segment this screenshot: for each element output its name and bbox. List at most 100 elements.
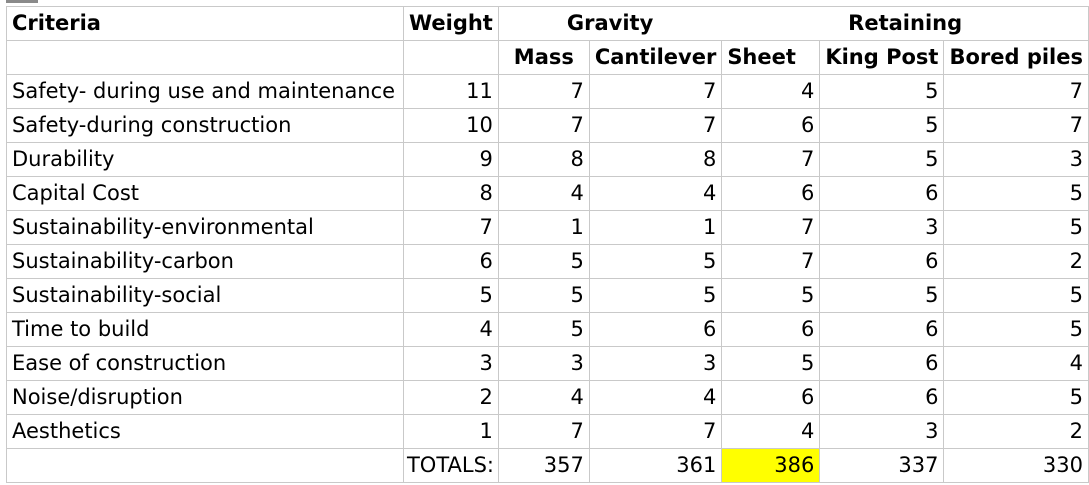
- king-post-cell[interactable]: 5: [819, 108, 945, 143]
- weight-header[interactable]: Weight: [402, 6, 499, 41]
- criteria-cell[interactable]: Sustainability-carbon: [6, 244, 404, 279]
- bored-piles-cell[interactable]: 2: [943, 414, 1089, 449]
- sheet-cell[interactable]: 6: [721, 108, 821, 143]
- weight-cell[interactable]: 2: [402, 380, 499, 415]
- mass-header[interactable]: Mass: [497, 40, 590, 75]
- total-king-post[interactable]: 337: [819, 448, 945, 483]
- sheet-cell[interactable]: 7: [721, 142, 821, 177]
- sheet-cell[interactable]: 5: [721, 278, 821, 313]
- criteria-cell[interactable]: Sustainability-environmental: [6, 210, 404, 245]
- mass-cell[interactable]: 3: [497, 346, 590, 381]
- cantilever-cell[interactable]: 7: [588, 74, 723, 109]
- king-post-cell[interactable]: 6: [819, 346, 945, 381]
- weight-cell[interactable]: 10: [402, 108, 499, 143]
- weight-cell[interactable]: 8: [402, 176, 499, 211]
- total-mass[interactable]: 357: [497, 448, 590, 483]
- criteria-cell[interactable]: Durability: [6, 142, 404, 177]
- king-post-cell[interactable]: 5: [819, 142, 945, 177]
- cantilever-cell[interactable]: 4: [588, 176, 723, 211]
- table-row: Sustainability-social 5 5 5 5 5 5: [6, 278, 1089, 313]
- totals-label[interactable]: TOTALS:: [402, 448, 499, 483]
- king-post-cell[interactable]: 6: [819, 380, 945, 415]
- mass-cell[interactable]: 5: [497, 244, 590, 279]
- sheet-cell[interactable]: 6: [721, 176, 821, 211]
- sheet-cell[interactable]: 4: [721, 414, 821, 449]
- weight-cell[interactable]: 1: [402, 414, 499, 449]
- table-row: Noise/disruption 2 4 4 6 6 5: [6, 380, 1089, 415]
- bored-piles-cell[interactable]: 5: [943, 176, 1089, 211]
- sheet-cell[interactable]: 6: [721, 380, 821, 415]
- bored-piles-cell[interactable]: 5: [943, 312, 1089, 347]
- total-bored-piles[interactable]: 330: [943, 448, 1089, 483]
- king-post-cell[interactable]: 3: [819, 414, 945, 449]
- weight-cell[interactable]: 3: [402, 346, 499, 381]
- weight-cell[interactable]: 7: [402, 210, 499, 245]
- sheet-cell[interactable]: 4: [721, 74, 821, 109]
- king-post-cell[interactable]: 6: [819, 244, 945, 279]
- bored-piles-cell[interactable]: 3: [943, 142, 1089, 177]
- mass-cell[interactable]: 7: [497, 414, 590, 449]
- bored-piles-cell[interactable]: 5: [943, 380, 1089, 415]
- sheet-cell[interactable]: 6: [721, 312, 821, 347]
- retaining-group-header[interactable]: Retaining: [721, 6, 1089, 41]
- mass-cell[interactable]: 1: [497, 210, 590, 245]
- cantilever-cell[interactable]: 6: [588, 312, 723, 347]
- king-post-cell[interactable]: 6: [819, 176, 945, 211]
- gravity-group-header[interactable]: Gravity: [497, 6, 722, 41]
- mass-cell[interactable]: 5: [497, 312, 590, 347]
- header-row-groups: Criteria Weight Gravity Retaining: [6, 6, 1089, 41]
- empty-cell[interactable]: [402, 40, 499, 75]
- total-sheet[interactable]: 386: [721, 448, 821, 483]
- bored-piles-cell[interactable]: 7: [943, 108, 1089, 143]
- criteria-cell[interactable]: Capital Cost: [6, 176, 404, 211]
- weight-cell[interactable]: 5: [402, 278, 499, 313]
- weight-cell[interactable]: 6: [402, 244, 499, 279]
- empty-cell[interactable]: [6, 448, 404, 483]
- criteria-cell[interactable]: Time to build: [6, 312, 404, 347]
- cantilever-cell[interactable]: 1: [588, 210, 723, 245]
- bored-piles-cell[interactable]: 5: [943, 210, 1089, 245]
- bored-piles-header[interactable]: Bored piles: [943, 40, 1089, 75]
- empty-cell[interactable]: [6, 40, 404, 75]
- sheet-cell[interactable]: 5: [721, 346, 821, 381]
- criteria-header[interactable]: Criteria: [6, 6, 404, 41]
- table-row: Durability 9 8 8 7 5 3: [6, 142, 1089, 177]
- weight-cell[interactable]: 9: [402, 142, 499, 177]
- mass-cell[interactable]: 5: [497, 278, 590, 313]
- criteria-cell[interactable]: Ease of construction: [6, 346, 404, 381]
- criteria-cell[interactable]: Noise/disruption: [6, 380, 404, 415]
- sheet-cell[interactable]: 7: [721, 244, 821, 279]
- cantilever-cell[interactable]: 5: [588, 244, 723, 279]
- weight-cell[interactable]: 11: [402, 74, 499, 109]
- mass-cell[interactable]: 4: [497, 380, 590, 415]
- table-row: Safety- during use and maintenance 11 7 7 4 5…: [6, 74, 1089, 109]
- mass-cell[interactable]: 4: [497, 176, 590, 211]
- cantilever-header[interactable]: Cantilever: [588, 40, 723, 75]
- bored-piles-cell[interactable]: 5: [943, 278, 1089, 313]
- cantilever-cell[interactable]: 7: [588, 414, 723, 449]
- criteria-cell[interactable]: Safety-during construction: [6, 108, 404, 143]
- total-cantilever[interactable]: 361: [588, 448, 723, 483]
- bored-piles-cell[interactable]: 7: [943, 74, 1089, 109]
- criteria-cell[interactable]: Sustainability-social: [6, 278, 404, 313]
- cantilever-cell[interactable]: 5: [588, 278, 723, 313]
- cantilever-cell[interactable]: 7: [588, 108, 723, 143]
- king-post-cell[interactable]: 6: [819, 312, 945, 347]
- sheet-header[interactable]: Sheet: [721, 40, 821, 75]
- bored-piles-cell[interactable]: 2: [943, 244, 1089, 279]
- king-post-cell[interactable]: 5: [819, 278, 945, 313]
- weight-cell[interactable]: 4: [402, 312, 499, 347]
- mass-cell[interactable]: 8: [497, 142, 590, 177]
- mass-cell[interactable]: 7: [497, 74, 590, 109]
- criteria-cell[interactable]: Safety- during use and maintenance: [6, 74, 404, 109]
- mass-cell[interactable]: 7: [497, 108, 590, 143]
- sheet-cell[interactable]: 7: [721, 210, 821, 245]
- king-post-cell[interactable]: 3: [819, 210, 945, 245]
- king-post-header[interactable]: King Post: [819, 40, 945, 75]
- criteria-cell[interactable]: Aesthetics: [6, 414, 404, 449]
- cantilever-cell[interactable]: 3: [588, 346, 723, 381]
- cantilever-cell[interactable]: 4: [588, 380, 723, 415]
- bored-piles-cell[interactable]: 4: [943, 346, 1089, 381]
- king-post-cell[interactable]: 5: [819, 74, 945, 109]
- cantilever-cell[interactable]: 8: [588, 142, 723, 177]
